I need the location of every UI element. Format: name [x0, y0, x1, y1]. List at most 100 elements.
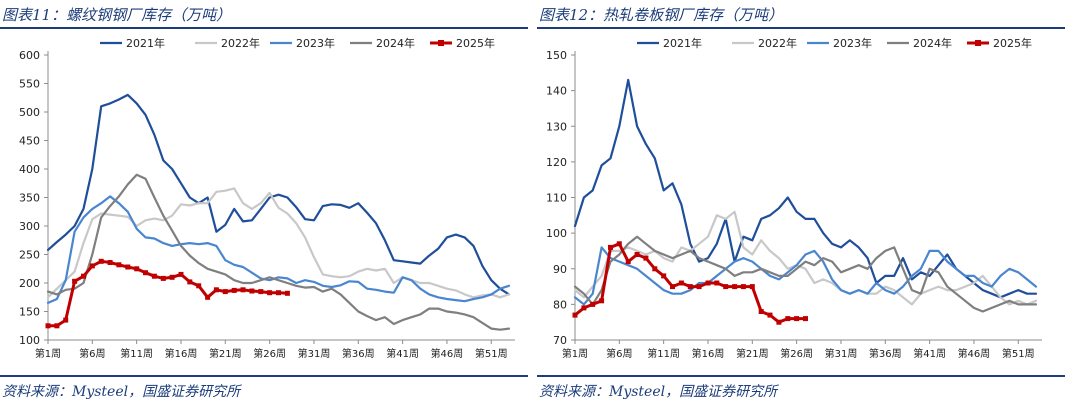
data-point [723, 284, 729, 290]
data-point [222, 289, 228, 295]
data-point [284, 290, 290, 296]
source-note: 资料来源：Mysteel，国盛证券研究所 [2, 384, 241, 400]
x-tick-label: 第51周 [1002, 347, 1035, 360]
y-tick-label: 250 [19, 249, 40, 262]
data-point [160, 275, 166, 281]
series-line-2025年 [46, 259, 289, 328]
y-tick-label: 110 [546, 192, 567, 205]
data-point [608, 244, 613, 250]
x-tick-label: 第26周 [253, 347, 286, 360]
x-tick-label: 第16周 [165, 347, 198, 360]
x-tick-label: 第36周 [342, 347, 375, 360]
data-point [687, 284, 693, 290]
x-tick-label: 第31周 [825, 347, 858, 360]
series-line-2023年 [573, 246, 1038, 306]
y-tick-label: 350 [19, 192, 40, 205]
x-tick-label: 第46周 [431, 347, 464, 360]
data-point [714, 280, 720, 286]
data-point [45, 323, 51, 329]
data-point [240, 287, 246, 293]
data-point [634, 252, 640, 257]
data-point [134, 266, 140, 272]
title-rule [0, 27, 528, 29]
y-tick-label: 500 [19, 106, 40, 119]
data-point [740, 284, 746, 290]
x-tick-label: 第26周 [780, 347, 813, 360]
y-tick-label: 100 [546, 227, 567, 240]
series-line-2021年 [573, 78, 1038, 299]
data-point [151, 273, 157, 279]
x-tick-label: 第36周 [869, 347, 902, 360]
data-point [231, 287, 237, 293]
data-point [213, 287, 219, 293]
data-point [599, 298, 605, 304]
x-tick-label: 第21周 [736, 347, 769, 360]
data-point [205, 294, 211, 300]
legend-label: 2021年 [126, 36, 165, 50]
x-tick-label: 第11周 [647, 347, 680, 360]
x-tick-label: 第51周 [475, 347, 508, 360]
source-note: 资料来源：Mysteel，国盛证券研究所 [539, 384, 778, 400]
y-tick-label: 200 [19, 277, 40, 290]
data-point [678, 280, 684, 286]
data-point [732, 284, 738, 290]
data-point [705, 280, 711, 286]
data-point [187, 279, 193, 285]
y-tick-label: 450 [19, 135, 40, 148]
x-tick-label: 第6周 [79, 347, 105, 360]
data-point [581, 305, 587, 311]
source-rule [537, 375, 1065, 377]
legend-label: 2022年 [758, 36, 797, 50]
x-tick-label: 第1周 [562, 347, 588, 360]
legend-marker [975, 40, 981, 46]
legend-label: 2023年 [296, 36, 335, 50]
data-point [776, 319, 782, 325]
data-point [670, 284, 675, 290]
legend-label: 2025年 [456, 36, 495, 50]
data-point [107, 260, 113, 265]
chart-title: 图表11：螺纹钢钢厂库存（万吨） [2, 6, 232, 24]
data-point [116, 262, 122, 268]
data-point [767, 312, 773, 318]
data-point [196, 283, 202, 289]
legend-label: 2025年 [993, 36, 1032, 50]
data-point [169, 274, 175, 280]
data-point [616, 241, 622, 247]
y-tick-label: 400 [19, 163, 40, 176]
data-point [72, 278, 78, 284]
chart-title: 图表12：热轧卷板钢厂库存（万吨） [539, 6, 784, 24]
data-point [696, 284, 702, 290]
x-tick-label: 第6周 [606, 347, 632, 360]
data-point [590, 301, 596, 307]
y-tick-label: 130 [546, 120, 567, 133]
x-tick-label: 第41周 [386, 347, 419, 360]
data-point [643, 255, 649, 261]
data-point [572, 312, 578, 318]
rebar-inventory-chart: 100 150 200 250 300 350 400 450 500 550 600 第1周 第6周 第… [19, 36, 515, 360]
x-tick-label: 第16周 [692, 347, 725, 360]
data-point [125, 264, 131, 270]
y-tick-label: 70 [553, 334, 567, 347]
series-line-2024年 [46, 173, 511, 331]
y-tick-label: 90 [553, 263, 567, 276]
y-tick-label: 100 [19, 334, 40, 347]
data-point [625, 259, 631, 265]
series-line-2025年 [573, 242, 807, 324]
y-tick-label: 80 [553, 298, 567, 311]
series-line-2023年 [46, 195, 511, 304]
data-point [54, 323, 60, 329]
series-line-2022年 [46, 187, 511, 299]
data-point [803, 316, 808, 322]
x-tick-label: 第1周 [35, 347, 61, 360]
series-line-2024年 [573, 235, 1038, 313]
data-point [276, 290, 281, 296]
x-tick-label: 第21周 [209, 347, 242, 360]
y-tick-label: 140 [546, 85, 567, 98]
y-tick-label: 150 [19, 306, 40, 319]
data-point [143, 270, 148, 276]
chart-panel-left: 图表11：螺纹钢钢厂库存（万吨） 100 150 200 250 300 350 400 45… [0, 0, 528, 405]
legend-label: 2021年 [663, 36, 702, 50]
data-point [794, 316, 800, 322]
x-tick-label: 第11周 [120, 347, 153, 360]
